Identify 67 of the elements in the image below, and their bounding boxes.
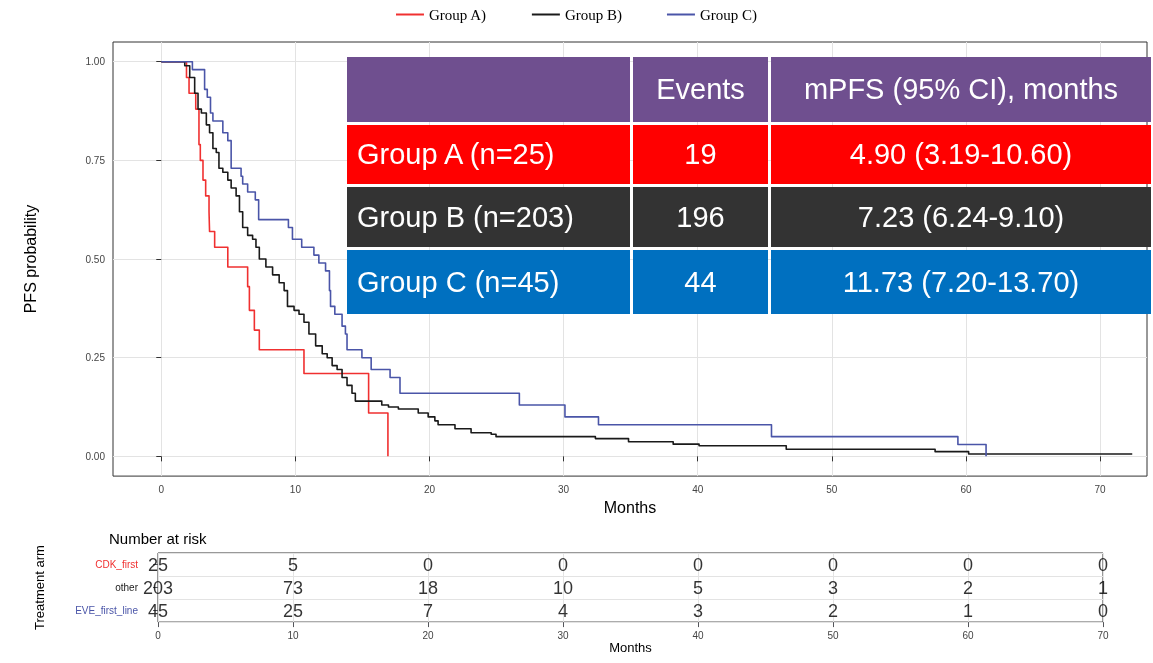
x-tick-label: 10 (289, 483, 302, 495)
y-tick-label: 0.00 (85, 450, 106, 462)
legend-label: Group C) (699, 6, 758, 24)
data-label: 0 (1097, 600, 1109, 621)
y-tick-label: other (115, 582, 139, 594)
y-tick-label: 0.25 (85, 352, 106, 364)
x-tick-label: 40 (692, 483, 704, 495)
x-tick-label: 0 (155, 629, 162, 641)
data-label: 2 (962, 577, 974, 598)
data-label: 4 (557, 600, 569, 621)
x-tick-label: 20 (423, 483, 436, 495)
x-tick-label: 30 (558, 483, 570, 495)
x-axis-title: Months (609, 640, 653, 655)
chart-title: Number at risk (109, 530, 208, 547)
legend-label: Group B) (564, 6, 622, 24)
data-label: 45 (147, 600, 169, 621)
x-tick-label: 10 (287, 629, 299, 641)
data-label: 0 (557, 554, 569, 575)
x-tick-label: 30 (557, 629, 569, 641)
annotation: Events (656, 73, 745, 106)
data-label: 0 (1097, 554, 1109, 575)
x-tick-label: 70 (1094, 483, 1107, 495)
annotation: 7.23 (6.24-9.10) (857, 200, 1065, 234)
y-tick-label: 1.00 (85, 56, 106, 68)
y-tick-label: 0.50 (85, 253, 106, 265)
annotation: 44 (684, 265, 717, 299)
data-label: 1 (1097, 577, 1109, 598)
data-label: 1 (962, 600, 974, 621)
data-label: 0 (692, 554, 704, 575)
x-axis-title: Months (603, 498, 657, 516)
x-tick-label: 40 (692, 629, 704, 641)
data-label: 3 (692, 600, 704, 621)
y-axis-title: PFS probability (21, 204, 39, 314)
data-label: 10 (552, 577, 574, 598)
data-label: 5 (692, 577, 704, 598)
data-label: 25 (282, 600, 304, 621)
x-tick-label: 60 (962, 629, 974, 641)
annotation: Group B (n=203) (357, 200, 574, 234)
annotation: 11.73 (7.20-13.70) (842, 265, 1080, 299)
x-tick-label: 20 (422, 629, 434, 641)
data-label: 0 (422, 554, 434, 575)
data-label: 203 (142, 577, 174, 598)
y-tick-label: CDK_first (95, 559, 139, 571)
x-tick-label: 60 (960, 483, 972, 495)
annotation: Group C (n=45) (357, 265, 560, 299)
x-tick-label: 50 (826, 483, 838, 495)
data-label: 7 (422, 600, 434, 621)
annotation: 4.90 (3.19-10.60) (849, 138, 1073, 171)
y-axis-title: Treatment arm (32, 545, 47, 630)
x-tick-label: 50 (827, 629, 839, 641)
annotation: 196 (676, 200, 725, 234)
data-label: 3 (827, 577, 839, 598)
data-label: 2 (827, 600, 839, 621)
legend-label: Group A) (428, 6, 487, 24)
data-label: 25 (147, 554, 169, 575)
annotation: 19 (684, 138, 717, 171)
data-label: 73 (282, 577, 304, 598)
data-label: 18 (417, 577, 439, 598)
data-label: 5 (287, 554, 299, 575)
y-tick-label: EVE_first_line (75, 605, 139, 617)
annotation: mPFS (95% CI), months (803, 73, 1119, 106)
data-label: 0 (962, 554, 974, 575)
annotation: Group A (n=25) (357, 138, 555, 171)
x-tick-label: 0 (158, 483, 165, 495)
y-tick-label: 0.75 (85, 154, 106, 166)
data-label: 0 (827, 554, 839, 575)
x-tick-label: 70 (1097, 629, 1109, 641)
